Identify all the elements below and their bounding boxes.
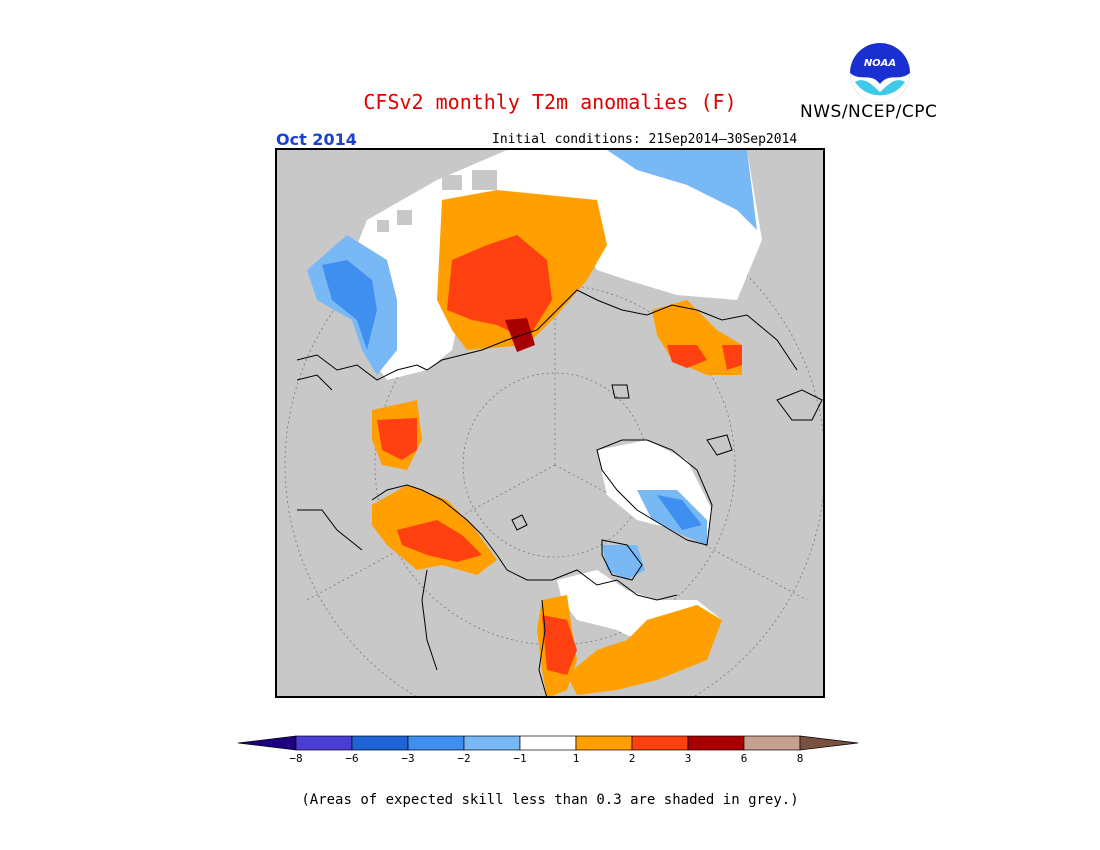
noaa-logo: NOAA: [850, 43, 910, 103]
anomaly-hot-mediterranean: [377, 418, 417, 460]
anomaly-cool-greenland: [637, 490, 707, 545]
colorbar-segment: [463, 735, 521, 751]
polar-map-graphic: [284, 150, 823, 696]
agency-label: NWS/NCEP/CPC: [800, 102, 938, 122]
low-skill-tiles: [377, 170, 497, 232]
anomaly-hot-westcanada: [542, 615, 577, 675]
svg-text:NOAA: NOAA: [864, 58, 896, 69]
colorbar-tick-label: 2: [628, 752, 636, 765]
anomaly-hot-fareast: [667, 345, 707, 368]
colorbar-tick-label: 3: [684, 752, 692, 765]
anomaly-cool-arctic-coast: [607, 150, 757, 230]
colorbar-segment: [631, 735, 689, 751]
colorbar-tick-label: −8: [289, 752, 303, 765]
colorbar-tick-label: −3: [401, 752, 415, 765]
colorbar-segment: [575, 735, 633, 751]
colorbar-ticks: −8 −6 −3 −2 −1 1 2 3 6 8: [238, 752, 862, 768]
anomaly-hot-alaska: [397, 520, 482, 562]
colorbar-tick-label: 8: [796, 752, 804, 765]
anomaly-cool-hudson: [602, 545, 645, 580]
footnote: (Areas of expected skill less than 0.3 a…: [301, 792, 799, 808]
anomaly-hot-siberia: [447, 235, 552, 340]
anomaly-cool-greenland-strong: [657, 495, 702, 530]
colorbar-arrow-high: [799, 735, 859, 751]
anomaly-cool-europe-strong: [322, 260, 377, 350]
colorbar-tick-label: −1: [513, 752, 527, 765]
colorbar-arrow-low: [238, 735, 297, 751]
colorbar-segment: [687, 735, 745, 751]
polar-map: [275, 148, 825, 698]
colorbar-tick-label: −2: [457, 752, 471, 765]
anomaly-warm-eastcanada: [567, 605, 722, 695]
colorbar-tick-label: 1: [572, 752, 580, 765]
forecast-month: Oct 2014: [276, 130, 357, 149]
colorbar-tick-label: 6: [740, 752, 748, 765]
anomaly-very-hot-siberia: [505, 318, 535, 352]
initial-conditions: Initial conditions: 21Sep2014–30Sep2014: [492, 132, 798, 147]
colorbar-tick-label: −6: [345, 752, 359, 765]
anomaly-hot-fareast-2: [722, 345, 742, 370]
colorbar-segment: [351, 735, 409, 751]
coastlines: [296, 289, 823, 696]
colorbar-segment: [407, 735, 465, 751]
map-title: CFSv2 monthly T2m anomalies (F): [363, 90, 737, 114]
colorbar-segment: [743, 735, 801, 751]
colorbar: [238, 735, 859, 751]
colorbar-segment: [519, 735, 577, 751]
colorbar-segment: [295, 735, 353, 751]
